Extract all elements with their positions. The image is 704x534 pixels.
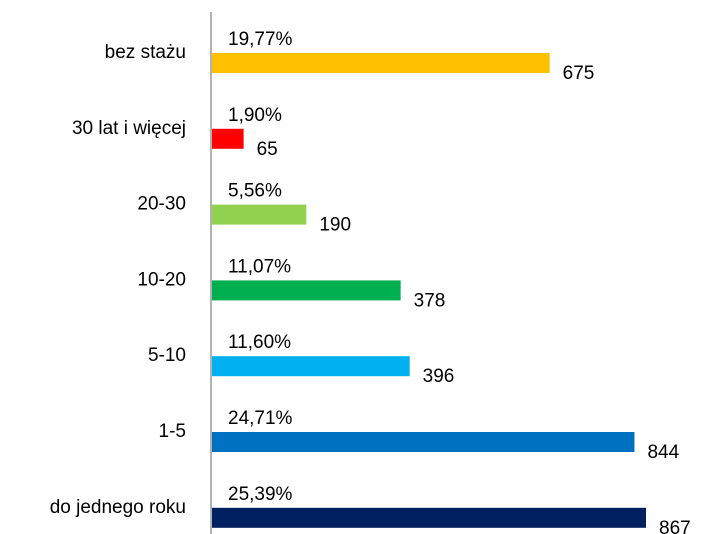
bar: [212, 204, 307, 225]
category-label: 5-10: [148, 345, 186, 366]
bar: [212, 356, 410, 377]
category-label: 30 lat i więcej: [72, 118, 186, 139]
bar: [212, 128, 244, 149]
bar: [212, 280, 401, 301]
value-label: 378: [414, 290, 446, 311]
value-label: 675: [563, 63, 595, 84]
category-label: bez stażu: [105, 42, 186, 63]
percent-label: 11,07%: [228, 256, 291, 277]
percent-label: 24,71%: [228, 408, 293, 429]
category-label: 1-5: [159, 421, 186, 442]
bar: [212, 53, 550, 73]
category-label: do jednego roku: [50, 497, 186, 518]
bar: [212, 507, 646, 528]
value-label: 65: [257, 139, 278, 160]
value-label: 396: [423, 366, 455, 387]
percent-label: 19,77%: [228, 29, 293, 50]
value-label: 844: [647, 442, 679, 463]
category-label: 20-30: [137, 194, 186, 215]
bar: [212, 432, 635, 452]
percent-label: 11,60%: [228, 332, 291, 353]
percent-label: 1,90%: [228, 105, 282, 126]
category-label: 10-20: [137, 269, 186, 290]
value-label: 190: [319, 215, 351, 236]
value-label: 867: [659, 518, 691, 534]
percent-label: 5,56%: [228, 181, 282, 202]
percent-label: 25,39%: [228, 484, 293, 505]
